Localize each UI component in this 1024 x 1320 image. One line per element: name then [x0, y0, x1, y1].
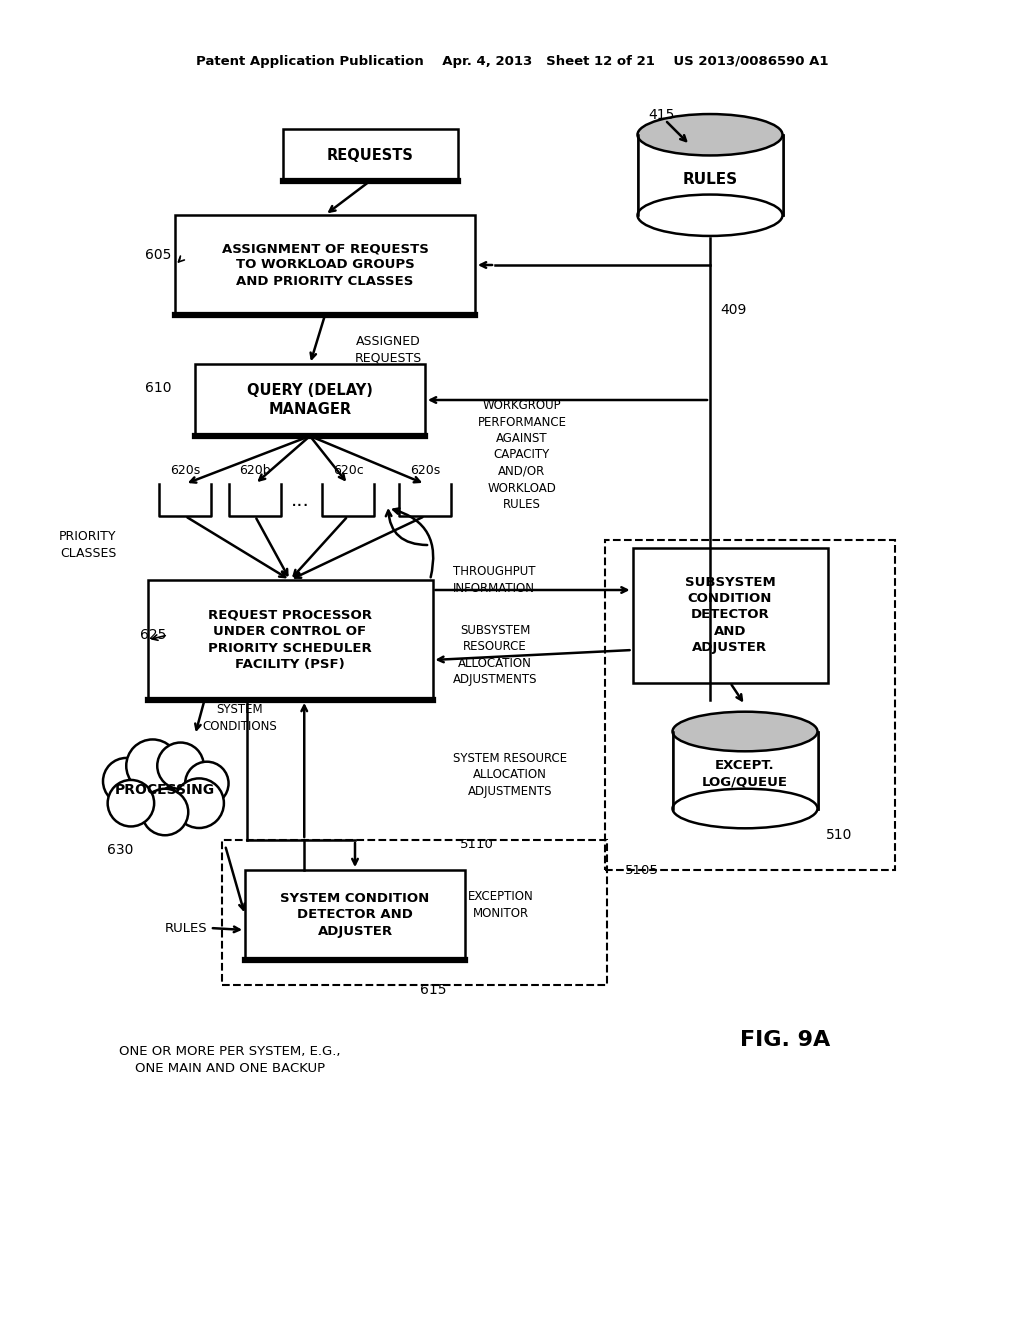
Bar [605, 540, 895, 870]
Text: SUBSYSTEM
CONDITION
DETECTOR
AND
ADJUSTER: SUBSYSTEM CONDITION DETECTOR AND ADJUSTE… [685, 576, 775, 655]
Ellipse shape [638, 194, 782, 236]
Text: 409: 409 [720, 304, 746, 317]
Text: ASSIGNMENT OF REQUESTS
TO WORKLOAD GROUPS
AND PRIORITY CLASSES: ASSIGNMENT OF REQUESTS TO WORKLOAD GROUP… [221, 242, 428, 288]
Text: 620c: 620c [333, 463, 364, 477]
Text: 510: 510 [825, 828, 852, 842]
Text: SYSTEM
CONDITIONS: SYSTEM CONDITIONS [203, 704, 278, 733]
Text: FIG. 9A: FIG. 9A [740, 1030, 830, 1049]
Text: RULES: RULES [165, 921, 207, 935]
Ellipse shape [673, 789, 817, 829]
Text: 5105: 5105 [625, 863, 658, 876]
Text: 625: 625 [140, 628, 166, 642]
Circle shape [174, 779, 224, 828]
Text: 610: 610 [145, 381, 171, 395]
Text: WORKGROUP
PERFORMANCE
AGAINST
CAPACITY
AND/OR
WORKLOAD
RULES: WORKGROUP PERFORMANCE AGAINST CAPACITY A… [477, 399, 566, 511]
Text: PROCESSING: PROCESSING [115, 783, 215, 797]
Text: REQUESTS: REQUESTS [327, 148, 414, 162]
Text: ASSIGNED
REQUESTS: ASSIGNED REQUESTS [355, 335, 422, 364]
Text: 5110: 5110 [460, 838, 494, 851]
Bar [633, 548, 827, 682]
Text: 620s: 620s [170, 463, 200, 477]
Text: 620b: 620b [240, 463, 270, 477]
Text: QUERY (DELAY)
MANAGER: QUERY (DELAY) MANAGER [247, 383, 373, 417]
Circle shape [141, 789, 188, 836]
Bar [245, 870, 465, 960]
Bar [638, 135, 782, 215]
Circle shape [126, 739, 179, 792]
Text: EXCEPTION
MONITOR: EXCEPTION MONITOR [468, 890, 534, 920]
Ellipse shape [673, 711, 817, 751]
Ellipse shape [638, 114, 782, 156]
Bar [222, 840, 607, 985]
Circle shape [108, 780, 155, 826]
Text: PRIORITY
CLASSES: PRIORITY CLASSES [59, 531, 117, 560]
Text: 630: 630 [106, 843, 133, 857]
Text: 605: 605 [145, 248, 171, 261]
Text: 415: 415 [648, 108, 675, 121]
Circle shape [103, 758, 150, 804]
Text: RULES: RULES [682, 172, 737, 186]
Text: SYSTEM RESOURCE
ALLOCATION
ADJUSTMENTS: SYSTEM RESOURCE ALLOCATION ADJUSTMENTS [453, 752, 567, 799]
Text: EXCEPT.
LOG/QUEUE: EXCEPT. LOG/QUEUE [702, 759, 788, 789]
Text: ...: ... [291, 491, 309, 510]
Text: ONE OR MORE PER SYSTEM, E.G.,
ONE MAIN AND ONE BACKUP: ONE OR MORE PER SYSTEM, E.G., ONE MAIN A… [119, 1045, 341, 1074]
Bar [283, 129, 458, 181]
Bar [147, 579, 432, 700]
Circle shape [158, 743, 204, 789]
Text: 615: 615 [420, 983, 446, 997]
Text: SYSTEM CONDITION
DETECTOR AND
ADJUSTER: SYSTEM CONDITION DETECTOR AND ADJUSTER [281, 892, 430, 939]
Bar [195, 364, 425, 436]
Circle shape [185, 762, 228, 805]
Bar [673, 731, 817, 808]
Bar [175, 215, 475, 315]
Text: SUBSYSTEM
RESOURCE
ALLOCATION
ADJUSTMENTS: SUBSYSTEM RESOURCE ALLOCATION ADJUSTMENT… [453, 624, 538, 686]
Text: Patent Application Publication    Apr. 4, 2013   Sheet 12 of 21    US 2013/00865: Patent Application Publication Apr. 4, 2… [196, 55, 828, 69]
Text: THROUGHPUT
INFORMATION: THROUGHPUT INFORMATION [453, 565, 536, 595]
Text: REQUEST PROCESSOR
UNDER CONTROL OF
PRIORITY SCHEDULER
FACILITY (PSF): REQUEST PROCESSOR UNDER CONTROL OF PRIOR… [208, 609, 372, 672]
Text: 620s: 620s [410, 463, 440, 477]
